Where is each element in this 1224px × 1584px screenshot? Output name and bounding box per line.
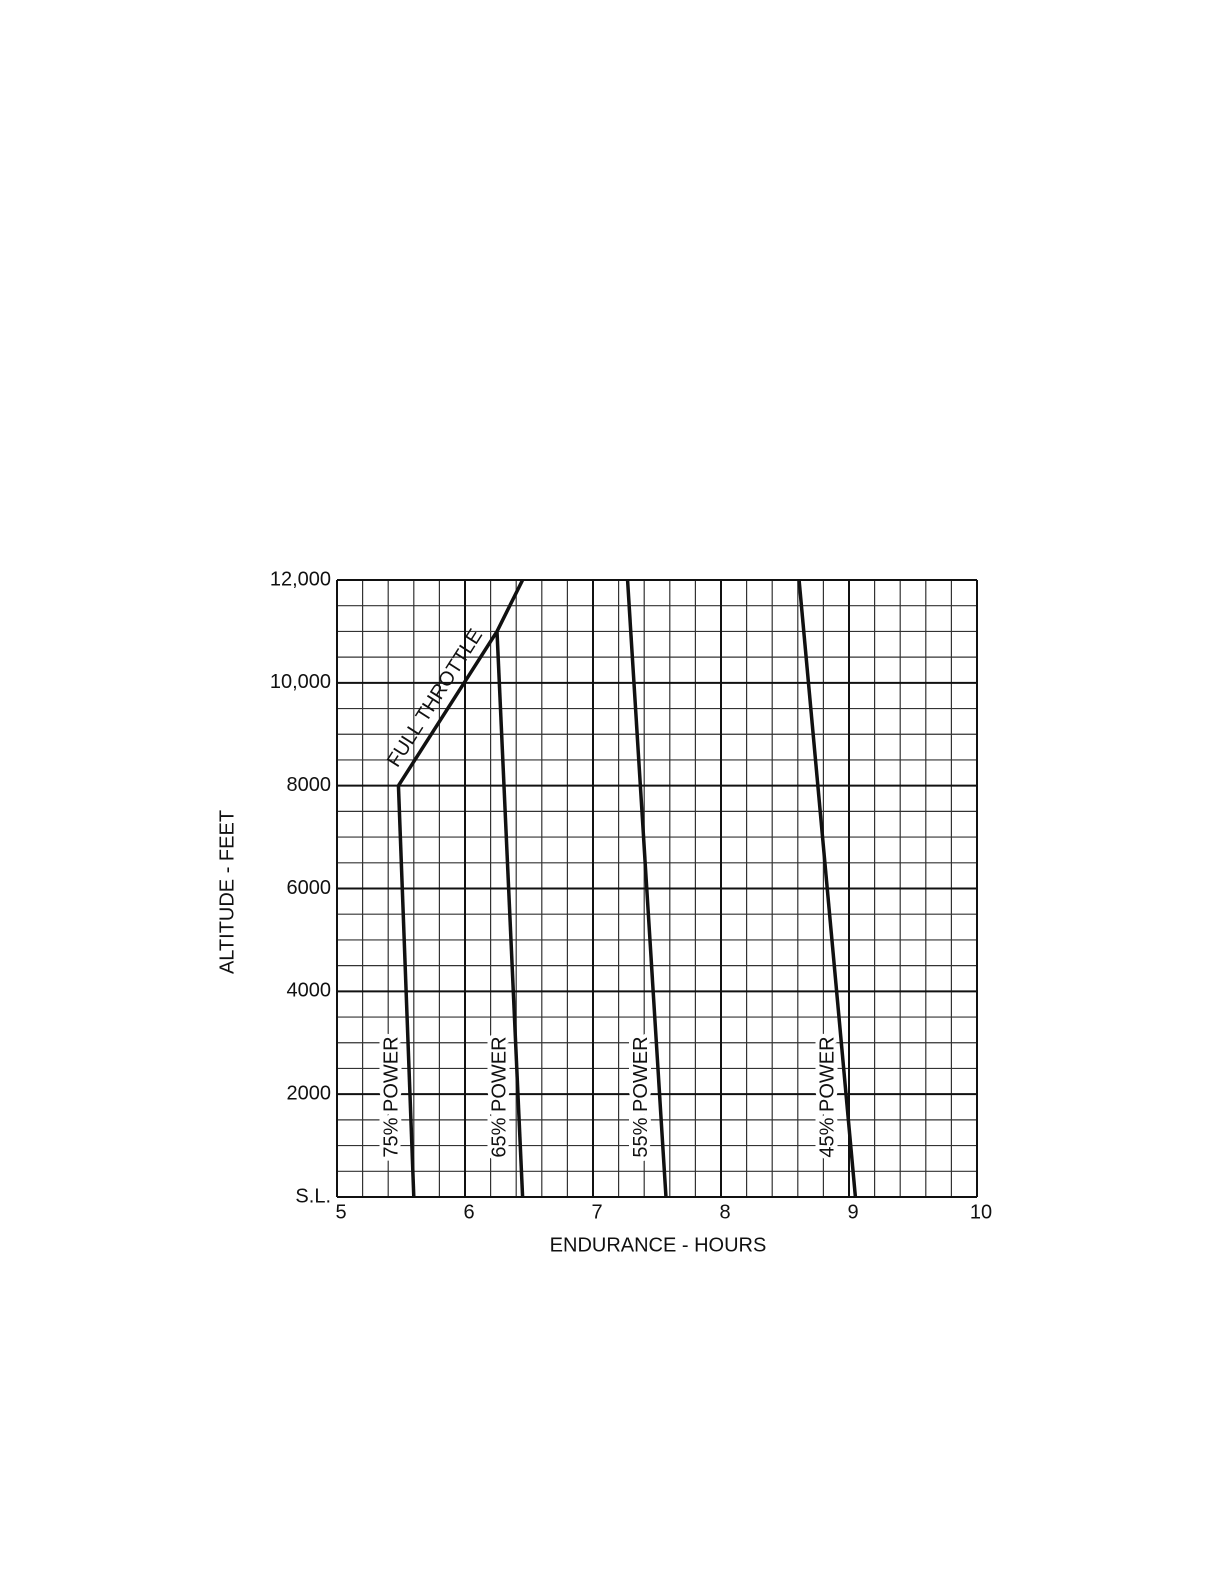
y-tick-label: S.L. bbox=[295, 1185, 331, 1207]
y-tick-label: 12,000 bbox=[270, 568, 331, 590]
y-tick-label: 6000 bbox=[287, 877, 332, 899]
series-label: 75% POWER bbox=[380, 1036, 402, 1157]
x-axis-title: ENDURANCE - HOURS bbox=[550, 1234, 767, 1256]
x-tick-label: 8 bbox=[719, 1201, 730, 1223]
series-line bbox=[495, 631, 525, 1198]
x-tick-label: 7 bbox=[591, 1201, 602, 1223]
x-tick-label: 9 bbox=[847, 1201, 858, 1223]
series-line bbox=[625, 579, 668, 1198]
series-label: 55% POWER bbox=[630, 1036, 652, 1157]
y-tick-label: 2000 bbox=[287, 1082, 332, 1104]
series-label: FULL THROTTLE bbox=[383, 625, 487, 771]
y-tick-label: 8000 bbox=[287, 774, 332, 796]
x-tick-label: 6 bbox=[463, 1201, 474, 1223]
series-label: 65% POWER bbox=[488, 1036, 510, 1157]
series-label: 45% POWER bbox=[817, 1036, 839, 1157]
x-tick-label: 5 bbox=[335, 1201, 346, 1223]
y-axis-title: ALTITUDE - FEET bbox=[216, 810, 238, 974]
y-tick-label: 10,000 bbox=[270, 671, 331, 693]
series-line bbox=[797, 579, 858, 1198]
x-tick-label: 10 bbox=[970, 1201, 992, 1223]
series-line bbox=[396, 785, 416, 1198]
y-tick-label: 4000 bbox=[287, 980, 332, 1002]
